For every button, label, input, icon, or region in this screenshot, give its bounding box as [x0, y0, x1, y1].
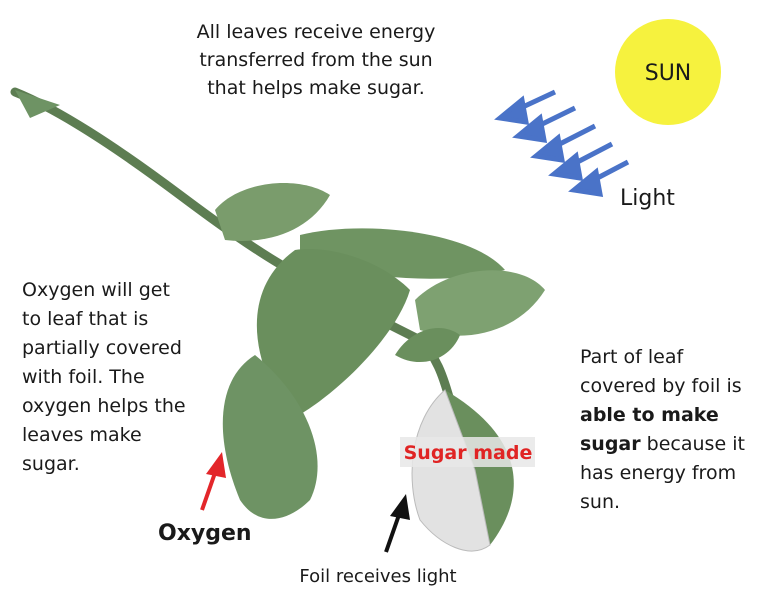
right-text-part: able to make [580, 404, 719, 426]
left-text-line: with foil. The [22, 366, 145, 388]
top-text-line: that helps make sugar. [207, 77, 425, 99]
right-text-line: Part of leaf [580, 346, 685, 368]
left-text-line: Oxygen will get [22, 279, 170, 301]
diagram: SUN Light Sugar made Oxygen Foil receive… [0, 0, 770, 589]
right-text-part: because it [641, 433, 745, 455]
right-text-line: sun. [580, 491, 620, 513]
left-text-line: leaves make [22, 424, 142, 446]
top-text-line: transferred from the sun [199, 49, 432, 71]
right-text-part: sun. [580, 491, 620, 513]
right-text-line: covered by foil is [580, 375, 742, 397]
sugar-made-label: Sugar made [404, 442, 533, 464]
right-text-line: able to make [580, 404, 719, 426]
top-text-line: All leaves receive energy [197, 21, 436, 43]
right-text-part: sugar [580, 433, 641, 455]
sun-label: SUN [645, 61, 692, 86]
left-text-line: to leaf that is [22, 308, 148, 330]
left-text-line: partially covered [22, 337, 182, 359]
right-text-part: has energy from [580, 462, 736, 484]
right-text-line: has energy from [580, 462, 736, 484]
light-label: Light [620, 186, 675, 211]
oxygen-label: Oxygen [158, 521, 252, 546]
right-text-part: covered by foil is [580, 375, 742, 397]
foil-label: Foil receives light [299, 566, 456, 587]
left-text-line: oxygen helps the [22, 395, 186, 417]
right-text-line: sugar because it [580, 433, 745, 455]
left-text-line: sugar. [22, 453, 80, 475]
right-text-part: Part of leaf [580, 346, 685, 368]
